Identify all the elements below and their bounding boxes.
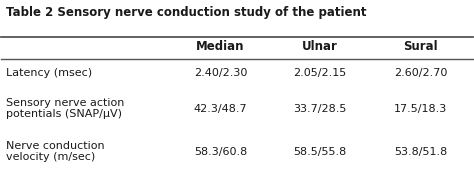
Text: Sensory nerve action
potentials (SNAP/μV): Sensory nerve action potentials (SNAP/μV…: [6, 98, 125, 119]
Text: 2.60/2.70: 2.60/2.70: [394, 68, 447, 78]
Text: 33.7/28.5: 33.7/28.5: [293, 104, 346, 114]
Text: Table 2 Sensory nerve conduction study of the patient: Table 2 Sensory nerve conduction study o…: [6, 6, 366, 19]
Text: 2.05/2.15: 2.05/2.15: [293, 68, 346, 78]
Text: 2.40/2.30: 2.40/2.30: [194, 68, 247, 78]
Text: 42.3/48.7: 42.3/48.7: [194, 104, 247, 114]
Text: Latency (msec): Latency (msec): [6, 68, 92, 78]
Text: 53.8/51.8: 53.8/51.8: [394, 147, 447, 156]
Text: 58.5/55.8: 58.5/55.8: [293, 147, 346, 156]
Text: Ulnar: Ulnar: [301, 40, 337, 53]
Text: Nerve conduction
velocity (m/sec): Nerve conduction velocity (m/sec): [6, 141, 105, 162]
Text: 58.3/60.8: 58.3/60.8: [194, 147, 247, 156]
Text: Sural: Sural: [403, 40, 438, 53]
Text: Median: Median: [196, 40, 245, 53]
Text: 17.5/18.3: 17.5/18.3: [394, 104, 447, 114]
